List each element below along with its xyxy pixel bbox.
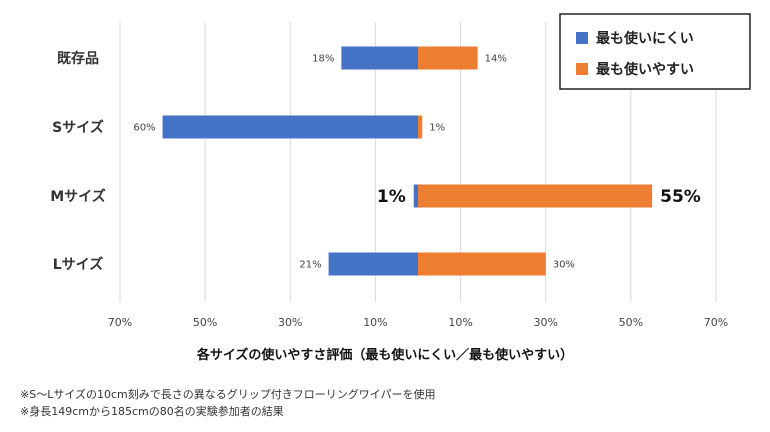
- category-label: Lサイズ: [53, 256, 104, 273]
- value-label-least-usable: 60%: [133, 123, 155, 134]
- bar-most-usable: [418, 252, 546, 276]
- x-tick-label: 50%: [619, 316, 643, 329]
- footnotes: ※S～Lサイズの10cm刻みで長さの異なるグリップ付きフローリングワイパーを使用…: [20, 386, 436, 420]
- value-label-most-usable: 55%: [660, 187, 701, 207]
- category-label: Sサイズ: [52, 119, 104, 136]
- value-label-least-usable: 21%: [299, 260, 321, 271]
- category-label: 既存品: [57, 50, 99, 67]
- footnote-1: ※S～Lサイズの10cm刻みで長さの異なるグリップ付きフローリングワイパーを使用: [20, 388, 436, 401]
- x-tick-label: 10%: [448, 316, 472, 329]
- x-tick-label: 10%: [363, 316, 387, 329]
- bar-least-usable: [341, 46, 418, 70]
- x-axis-title: 各サイズの使いやすさ評価（最も使いにくい／最も使いやすい）: [196, 348, 574, 363]
- bars: [162, 46, 653, 276]
- x-tick-label: 70%: [704, 316, 728, 329]
- footnote-2: ※身長149cmから185cmの80名の実験参加者の結果: [20, 405, 284, 418]
- legend-box: [559, 13, 751, 90]
- bar-least-usable: [328, 252, 418, 276]
- bar-most-usable: [418, 115, 423, 139]
- category-labels: 既存品 Sサイズ Mサイズ Lサイズ: [50, 50, 106, 273]
- x-tick-label: 30%: [533, 316, 557, 329]
- bar-least-usable: [162, 115, 418, 139]
- legend-label: 最も使いにくい: [596, 30, 694, 47]
- value-label-most-usable: 1%: [429, 123, 445, 134]
- x-tick-label: 30%: [278, 316, 302, 329]
- bar-most-usable: [418, 184, 653, 208]
- category-label: Mサイズ: [50, 188, 106, 205]
- x-tick-label: 70%: [108, 316, 132, 329]
- bar-most-usable: [418, 46, 478, 70]
- legend-swatch: [576, 63, 588, 75]
- value-label-most-usable: 30%: [553, 260, 575, 271]
- value-label-most-usable: 14%: [485, 54, 507, 65]
- legend-label: 最も使いやすい: [596, 61, 694, 78]
- value-labels: 18% 14% 60% 1% 1% 55% 21% 30%: [133, 54, 701, 271]
- diverging-bar-chart: 既存品 Sサイズ Mサイズ Lサイズ 18% 14% 60% 1% 1% 55% 21% 30% 7…: [50, 13, 751, 329]
- value-label-least-usable: 18%: [312, 54, 334, 65]
- x-tick-label: 50%: [193, 316, 217, 329]
- x-tick-labels: 70% 50% 30% 10% 10% 30% 50% 70%: [108, 316, 728, 329]
- value-label-least-usable: 1%: [377, 187, 406, 207]
- legend-swatch: [576, 32, 588, 44]
- bar-least-usable: [413, 184, 418, 208]
